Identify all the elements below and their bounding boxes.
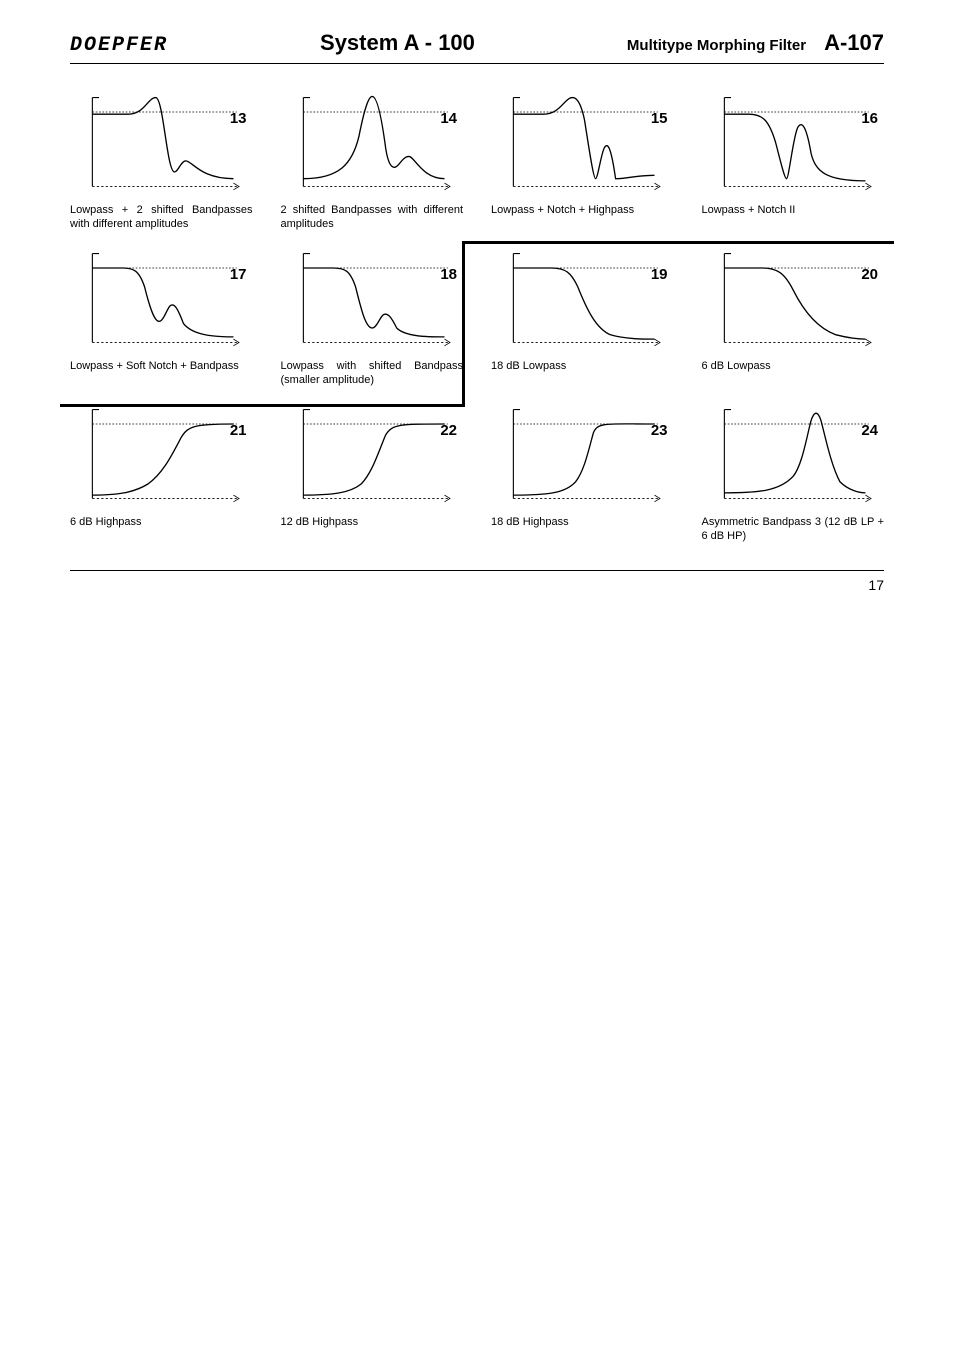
filter-plot: 24 xyxy=(702,404,885,504)
filter-caption: Lowpass + Notch + Highpass xyxy=(491,204,674,234)
filter-caption: Lowpass + Notch II xyxy=(702,204,885,234)
filter-number: 20 xyxy=(861,266,878,283)
system-title: System A - 100 xyxy=(320,30,475,56)
filter-grid: 13 Lowpass + 2 shifted Bandpas­ses with d… xyxy=(70,92,884,546)
filter-caption: 2 shifted Bandpasses with dif­ferent amp… xyxy=(281,204,464,234)
filter-number: 19 xyxy=(651,266,668,283)
filter-cell: 22 12 dB Highpass xyxy=(281,404,464,546)
filter-cell: 15 Lowpass + Notch + Highpass xyxy=(491,92,674,234)
filter-plot: 17 xyxy=(70,248,253,348)
model-text: A-107 xyxy=(824,30,884,56)
filter-plot: 18 xyxy=(281,248,464,348)
filter-caption: 6 dB Highpass xyxy=(70,516,253,546)
filter-number: 17 xyxy=(230,266,247,283)
filter-plot: 21 xyxy=(70,404,253,504)
filter-cell: 24 Asymmetric Bandpass 3 (12 dB LP + 6 dB… xyxy=(702,404,885,546)
filter-number: 15 xyxy=(651,110,668,127)
filter-caption: 18 dB Lowpass xyxy=(491,360,674,390)
filter-cell: 16 Lowpass + Notch II xyxy=(702,92,885,234)
filter-cell: 13 Lowpass + 2 shifted Bandpas­ses with d… xyxy=(70,92,253,234)
filter-plot: 19 xyxy=(491,248,674,348)
filter-plot: 16 xyxy=(702,92,885,192)
filter-number: 24 xyxy=(861,422,878,439)
filter-number: 18 xyxy=(440,266,457,283)
filter-cell: 17 Lowpass + Soft Notch + Band­pass xyxy=(70,248,253,390)
filter-caption: Lowpass with shifted Band­pass (smaller … xyxy=(281,360,464,390)
filter-cell: 23 18 dB Highpass xyxy=(491,404,674,546)
filter-number: 21 xyxy=(230,422,247,439)
filter-plot: 13 xyxy=(70,92,253,192)
filter-number: 14 xyxy=(440,110,457,127)
filter-plot: 14 xyxy=(281,92,464,192)
page-number: 17 xyxy=(868,577,884,593)
filter-plot: 15 xyxy=(491,92,674,192)
filter-number: 16 xyxy=(861,110,878,127)
filter-number: 13 xyxy=(230,110,247,127)
filter-plot: 22 xyxy=(281,404,464,504)
filter-cell: 19 18 dB Lowpass xyxy=(491,248,674,390)
subtitle-text: Multitype Morphing Filter xyxy=(627,37,806,54)
filter-plot: 23 xyxy=(491,404,674,504)
brand-text: DOEPFER xyxy=(70,34,168,57)
filter-number: 23 xyxy=(651,422,668,439)
filter-caption: Lowpass + 2 shifted Bandpas­ses with dif… xyxy=(70,204,253,234)
filter-caption: 18 dB Highpass xyxy=(491,516,674,546)
filter-cell: 20 6 dB Lowpass xyxy=(702,248,885,390)
page-footer: 17 xyxy=(70,570,884,593)
filter-caption: Asymmetric Bandpass 3 (12 dB LP + 6 dB H… xyxy=(702,516,885,546)
page-header: DOEPFER System A - 100 Multitype Morphin… xyxy=(70,30,884,64)
filter-caption: 12 dB Highpass xyxy=(281,516,464,546)
filter-cell: 14 2 shifted Bandpasses with dif­ferent a… xyxy=(281,92,464,234)
filter-caption: 6 dB Lowpass xyxy=(702,360,885,390)
filter-plot: 20 xyxy=(702,248,885,348)
divider-top xyxy=(462,241,894,244)
filter-cell: 18 Lowpass with shifted Band­pass (smalle… xyxy=(281,248,464,390)
filter-number: 22 xyxy=(440,422,457,439)
filter-cell: 21 6 dB Highpass xyxy=(70,404,253,546)
filter-caption: Lowpass + Soft Notch + Band­pass xyxy=(70,360,253,390)
